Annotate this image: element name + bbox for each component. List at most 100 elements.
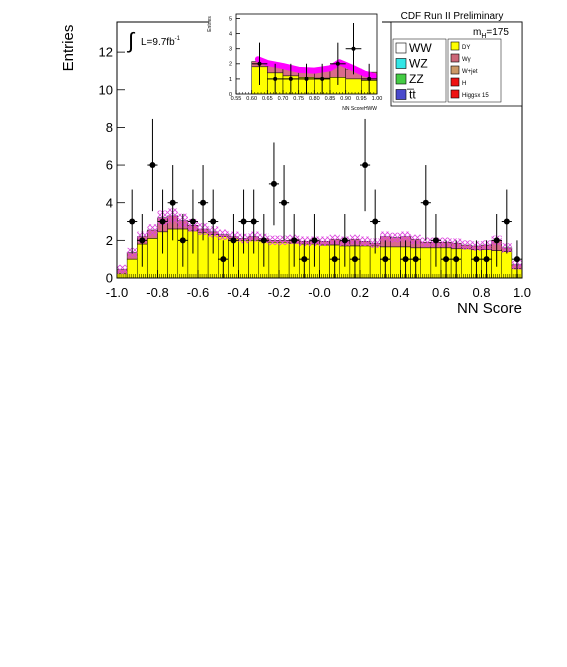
main-chart: -1.0 -0.8 -0.6 -0.4 -0.2 -0.0 0.2 0.4 0.6 0.8 1.00… xyxy=(60,21,531,317)
x-tick-label: 0.2 xyxy=(351,285,369,300)
y-tick-label: 3 xyxy=(229,47,232,53)
y-tick-label: 0 xyxy=(106,271,113,286)
x-tick-label: 0.4 xyxy=(391,285,409,300)
legend-label: W+jet xyxy=(462,69,478,75)
legend-label: ZZ xyxy=(409,72,424,86)
x-tick-label: 1.0 xyxy=(513,285,531,300)
x-tick-label: 0.6 xyxy=(432,285,450,300)
legend-label: WW xyxy=(409,41,432,55)
legend-panel: CDF Run II Preliminary mH=175 WWWZZZt̅t … xyxy=(390,11,523,107)
data-point xyxy=(257,61,262,66)
data-point xyxy=(382,256,389,263)
x-tick-label: -0.4 xyxy=(227,285,249,300)
y-tick-label: 4 xyxy=(229,32,232,38)
uncertainty-band xyxy=(420,237,431,247)
data-point xyxy=(412,256,419,263)
data-point xyxy=(230,237,237,244)
data-point xyxy=(453,256,460,263)
data-point xyxy=(189,218,196,225)
data-point xyxy=(291,237,298,244)
mass-label: mH=175 xyxy=(473,27,509,40)
x-tick-label: -0.6 xyxy=(187,285,209,300)
data-point xyxy=(281,199,288,206)
x-tick-label: 0.65 xyxy=(262,96,273,102)
x-tick-label: -0.0 xyxy=(308,285,330,300)
uncertainty-band xyxy=(390,232,401,243)
yellow-bar xyxy=(390,246,401,279)
y-tick-label: 5 xyxy=(229,16,232,22)
inset-x-axis-label: NN ScoreHWW xyxy=(342,106,377,112)
x-tick-label: -0.8 xyxy=(146,285,168,300)
data-point xyxy=(372,218,379,225)
inset-chart: 0.55 0.60 0.65 0.70 0.75 0.80 0.85 0.90 0.95 1.00… xyxy=(207,5,382,112)
x-tick-label: 0.85 xyxy=(325,96,336,102)
uncertainty-band xyxy=(400,231,411,242)
data-point xyxy=(301,256,308,263)
uncertainty-band xyxy=(410,234,421,245)
x-tick-label: -0.2 xyxy=(268,285,290,300)
yellow-bar xyxy=(359,245,371,279)
legend-swatch xyxy=(395,89,407,100)
data-point xyxy=(443,256,450,263)
inset-frame xyxy=(235,13,378,95)
y-tick-label: 6 xyxy=(106,158,113,173)
data-point xyxy=(351,46,356,51)
data-point xyxy=(422,199,429,206)
integral-sign: ∫ xyxy=(126,28,136,53)
uncertainty-band xyxy=(360,236,371,246)
data-point xyxy=(210,218,217,225)
uncertainty-band xyxy=(268,235,279,246)
legend-swatch xyxy=(395,58,407,69)
data-point xyxy=(200,199,207,206)
y-tick-label: 4 xyxy=(106,195,113,210)
data-point xyxy=(129,218,136,225)
uncertainty-band xyxy=(349,234,360,245)
yellow-bar xyxy=(461,248,472,279)
y-axis-label: Entries xyxy=(60,25,77,72)
yellow-bar xyxy=(278,241,290,279)
data-point xyxy=(139,237,146,244)
data-point xyxy=(402,256,409,263)
data-point xyxy=(367,76,372,81)
data-point xyxy=(273,76,278,81)
data-point xyxy=(159,218,166,225)
yellow-bar xyxy=(268,241,280,279)
y-tick-label: 1 xyxy=(229,77,232,83)
legend-swatch xyxy=(450,41,460,51)
uncertainty-band xyxy=(329,234,340,245)
data-point xyxy=(483,256,490,263)
legend-swatch xyxy=(450,53,460,63)
data-point xyxy=(250,218,257,225)
x-tick-label: 0.70 xyxy=(278,96,289,102)
data-point xyxy=(169,199,176,206)
data-point xyxy=(473,256,480,263)
yellow-bar xyxy=(126,258,138,279)
data-point xyxy=(503,218,510,225)
luminosity-label: L=9.7fb-1 xyxy=(141,36,181,48)
x-axis-label: NN Score xyxy=(457,300,522,317)
yellow-bar xyxy=(345,78,362,95)
data-point xyxy=(149,162,156,169)
legend-label: WZ xyxy=(409,57,428,71)
data-point xyxy=(304,76,309,81)
y-tick-label: 0 xyxy=(229,92,232,98)
data-point xyxy=(493,237,500,244)
legend-swatch xyxy=(450,65,460,75)
uncertainty-band xyxy=(218,229,229,240)
data-point xyxy=(240,218,247,225)
legend-swatch xyxy=(395,42,407,54)
title: CDF Run II Preliminary xyxy=(401,11,504,22)
yellow-bar xyxy=(319,244,330,279)
x-tick-label: 0.55 xyxy=(231,96,242,102)
legend-label: Higgsx 15 xyxy=(462,93,489,99)
uncertainty-band xyxy=(319,236,330,246)
data-point xyxy=(320,76,325,81)
legend-label: DY xyxy=(462,45,470,51)
yellow-bar xyxy=(147,238,158,279)
inset-y-axis-label: Entries xyxy=(207,16,213,32)
y-tick-label: 12 xyxy=(99,45,113,60)
data-point xyxy=(260,237,267,244)
x-tick-label: 0.60 xyxy=(246,96,257,102)
yellow-bar xyxy=(501,251,513,279)
